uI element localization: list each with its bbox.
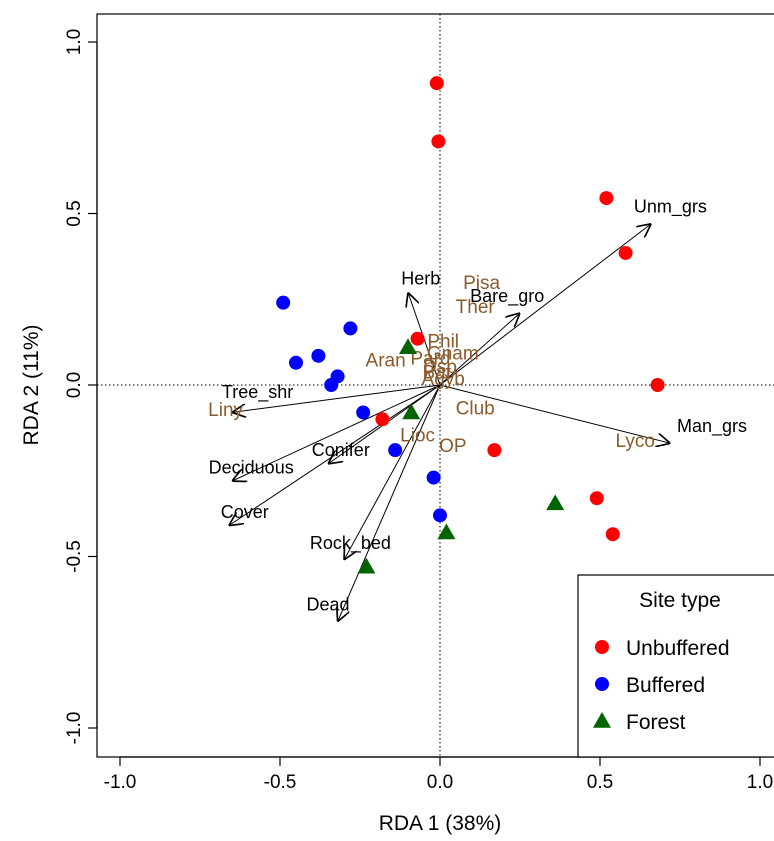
env-vector-label: Bare_gro — [470, 286, 544, 307]
species-label: Lyco — [615, 431, 654, 452]
y-axis-title: RDA 2 (11%) — [20, 325, 43, 446]
env-vector-label: Dead — [306, 595, 349, 615]
species-label: Club — [456, 398, 495, 419]
y-tick-label: 0.5 — [64, 200, 85, 226]
species-label: Phil — [427, 331, 459, 352]
data-point-unbuffered — [618, 245, 633, 260]
x-axis: -1.0 -0.5 0.0 0.5 1.0 — [104, 756, 773, 793]
data-point-forest — [357, 557, 376, 574]
x-tick-label: -1.0 — [104, 772, 137, 793]
env-vector-label: Cover — [221, 502, 269, 522]
data-point-forest — [399, 338, 417, 355]
x-tick-label: 1.0 — [747, 772, 773, 793]
environmental-vectors: Unm_grs Man_grs Bare_gro Herb Tree_shr Conife… — [209, 197, 747, 622]
species-label: Agyb — [422, 369, 465, 390]
y-tick-label: -0.5 — [64, 540, 85, 573]
y-tick-label: -1.0 — [64, 712, 85, 745]
x-tick-label: -0.5 — [264, 772, 297, 793]
env-vector-arrow — [439, 224, 651, 386]
y-axis: -1.0 -0.5 0.0 0.5 1.0 — [64, 29, 98, 745]
species-label: Ther — [456, 297, 496, 318]
env-vector-label: Deciduous — [209, 457, 294, 477]
species-label: Aran — [366, 350, 406, 371]
data-point-unbuffered — [429, 76, 444, 91]
legend-marker-forest — [593, 712, 611, 728]
data-point-buffered — [426, 470, 441, 485]
data-point-buffered — [388, 443, 403, 458]
data-point-unbuffered — [589, 491, 604, 506]
data-point-buffered — [356, 405, 371, 420]
env-vector-label: Herb — [401, 269, 440, 289]
data-point-buffered — [324, 378, 339, 392]
data-point-unbuffered — [375, 412, 390, 427]
legend-label-unbuffered: Unbuffered — [626, 637, 730, 660]
legend-label-forest: Forest — [626, 711, 686, 734]
env-vector-label: Man_grs — [677, 416, 747, 437]
data-point-buffered — [433, 508, 447, 523]
species-label: Pard — [410, 349, 450, 370]
env-vector-arrow — [344, 384, 441, 560]
data-point-unbuffered — [487, 443, 502, 458]
data-point-buffered — [289, 355, 303, 370]
legend-label-buffered: Buffered — [626, 674, 705, 697]
x-tick-label: 0.0 — [427, 772, 453, 793]
data-point-buffered — [343, 321, 358, 336]
data-point-unbuffered — [431, 134, 446, 149]
env-vector-arrow — [232, 384, 441, 481]
species-label: Bat — [423, 362, 452, 383]
env-vector-arrow — [439, 384, 670, 443]
data-point-buffered — [276, 295, 291, 310]
legend: Site type Unbuffered Buffered Forest — [577, 574, 774, 758]
env-vector-label: Tree_shr — [222, 382, 293, 403]
env-vector-arrow — [338, 384, 441, 622]
env-vector-arrow — [232, 384, 441, 412]
species-label: Pisa — [463, 273, 500, 294]
species-label: Lioc — [400, 426, 435, 447]
env-vector-label: Unm_grs — [634, 197, 707, 218]
species-label: Dsp — [423, 357, 457, 378]
species-label: Gnam — [427, 343, 479, 364]
data-point-buffered — [311, 348, 326, 363]
species-label: Liny — [208, 400, 243, 421]
env-vector-arrow — [229, 384, 441, 526]
data-point-unbuffered — [599, 191, 614, 206]
legend-marker-unbuffered — [595, 640, 609, 654]
env-vector-label: Conifer — [312, 440, 370, 460]
legend-marker-buffered — [595, 677, 609, 691]
x-tick-label: 0.5 — [587, 772, 613, 793]
data-point-forest — [437, 523, 456, 540]
legend-title: Site type — [639, 589, 721, 612]
data-point-unbuffered — [410, 331, 425, 346]
data-point-forest — [546, 494, 565, 511]
y-tick-label: 0.0 — [64, 372, 85, 398]
x-axis-title: RDA 1 (38%) — [379, 812, 502, 835]
data-point-unbuffered — [650, 378, 665, 392]
site-points — [276, 76, 665, 574]
env-vector-arrow — [439, 313, 520, 386]
data-point-unbuffered — [605, 527, 620, 542]
legend-box — [577, 574, 774, 758]
data-point-forest — [402, 403, 421, 420]
env-vector-label: Rock_bed — [310, 533, 391, 554]
species-label: OP — [439, 436, 466, 457]
y-tick-label: 1.0 — [64, 29, 85, 55]
